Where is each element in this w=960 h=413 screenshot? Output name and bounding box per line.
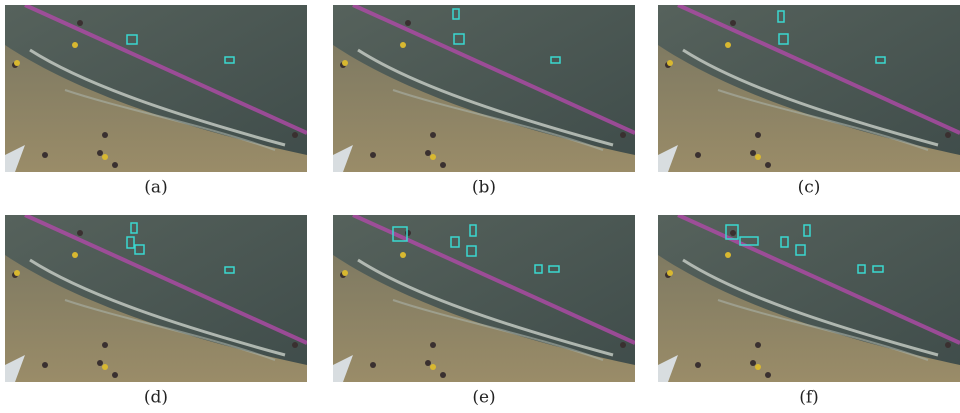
beach-item xyxy=(14,60,20,66)
beach-item xyxy=(342,60,348,66)
person xyxy=(370,152,376,158)
photo xyxy=(658,5,960,172)
figure: (a) (b) (c) (d) (e) (f) xyxy=(0,0,960,413)
photo-panel xyxy=(5,5,307,172)
beach-item xyxy=(72,252,78,258)
beach-item xyxy=(72,42,78,48)
photo-panel xyxy=(658,215,960,382)
beach-item xyxy=(14,270,20,276)
beach-item xyxy=(755,364,761,370)
person xyxy=(695,362,701,368)
person xyxy=(292,342,298,348)
photo xyxy=(5,215,307,382)
person xyxy=(695,152,701,158)
person xyxy=(755,342,761,348)
person xyxy=(430,342,436,348)
person xyxy=(97,150,103,156)
person xyxy=(440,372,446,378)
beach-item xyxy=(725,252,731,258)
person xyxy=(430,132,436,138)
photo-panel xyxy=(658,5,960,172)
person xyxy=(42,152,48,158)
person xyxy=(370,362,376,368)
person xyxy=(730,230,736,236)
photo xyxy=(658,215,960,382)
caption: (c) xyxy=(798,178,821,198)
beach-item xyxy=(102,154,108,160)
beach-item xyxy=(667,270,673,276)
person xyxy=(405,20,411,26)
person xyxy=(620,342,626,348)
caption: (d) xyxy=(144,388,168,408)
beach-item xyxy=(725,42,731,48)
person xyxy=(765,372,771,378)
person xyxy=(750,360,756,366)
person xyxy=(755,132,761,138)
person xyxy=(102,342,108,348)
photo xyxy=(333,215,635,382)
caption: (f) xyxy=(799,388,819,408)
photo xyxy=(333,5,635,172)
beach-item xyxy=(400,252,406,258)
photo xyxy=(5,5,307,172)
person xyxy=(750,150,756,156)
person xyxy=(77,20,83,26)
caption: (e) xyxy=(472,388,495,408)
person xyxy=(42,362,48,368)
person xyxy=(405,230,411,236)
person xyxy=(730,20,736,26)
beach-item xyxy=(430,154,436,160)
person xyxy=(112,162,118,168)
person xyxy=(97,360,103,366)
person xyxy=(765,162,771,168)
beach-item xyxy=(342,270,348,276)
person xyxy=(945,342,951,348)
photo-panel xyxy=(333,5,635,172)
caption: (b) xyxy=(472,178,496,198)
beach-item xyxy=(400,42,406,48)
beach-item xyxy=(430,364,436,370)
person xyxy=(945,132,951,138)
beach-item xyxy=(102,364,108,370)
person xyxy=(425,150,431,156)
beach-item xyxy=(755,154,761,160)
person xyxy=(425,360,431,366)
person xyxy=(620,132,626,138)
person xyxy=(112,372,118,378)
beach-item xyxy=(667,60,673,66)
person xyxy=(102,132,108,138)
person xyxy=(440,162,446,168)
person xyxy=(292,132,298,138)
caption: (a) xyxy=(144,178,167,198)
photo-panel xyxy=(333,215,635,382)
person xyxy=(77,230,83,236)
photo-panel xyxy=(5,215,307,382)
